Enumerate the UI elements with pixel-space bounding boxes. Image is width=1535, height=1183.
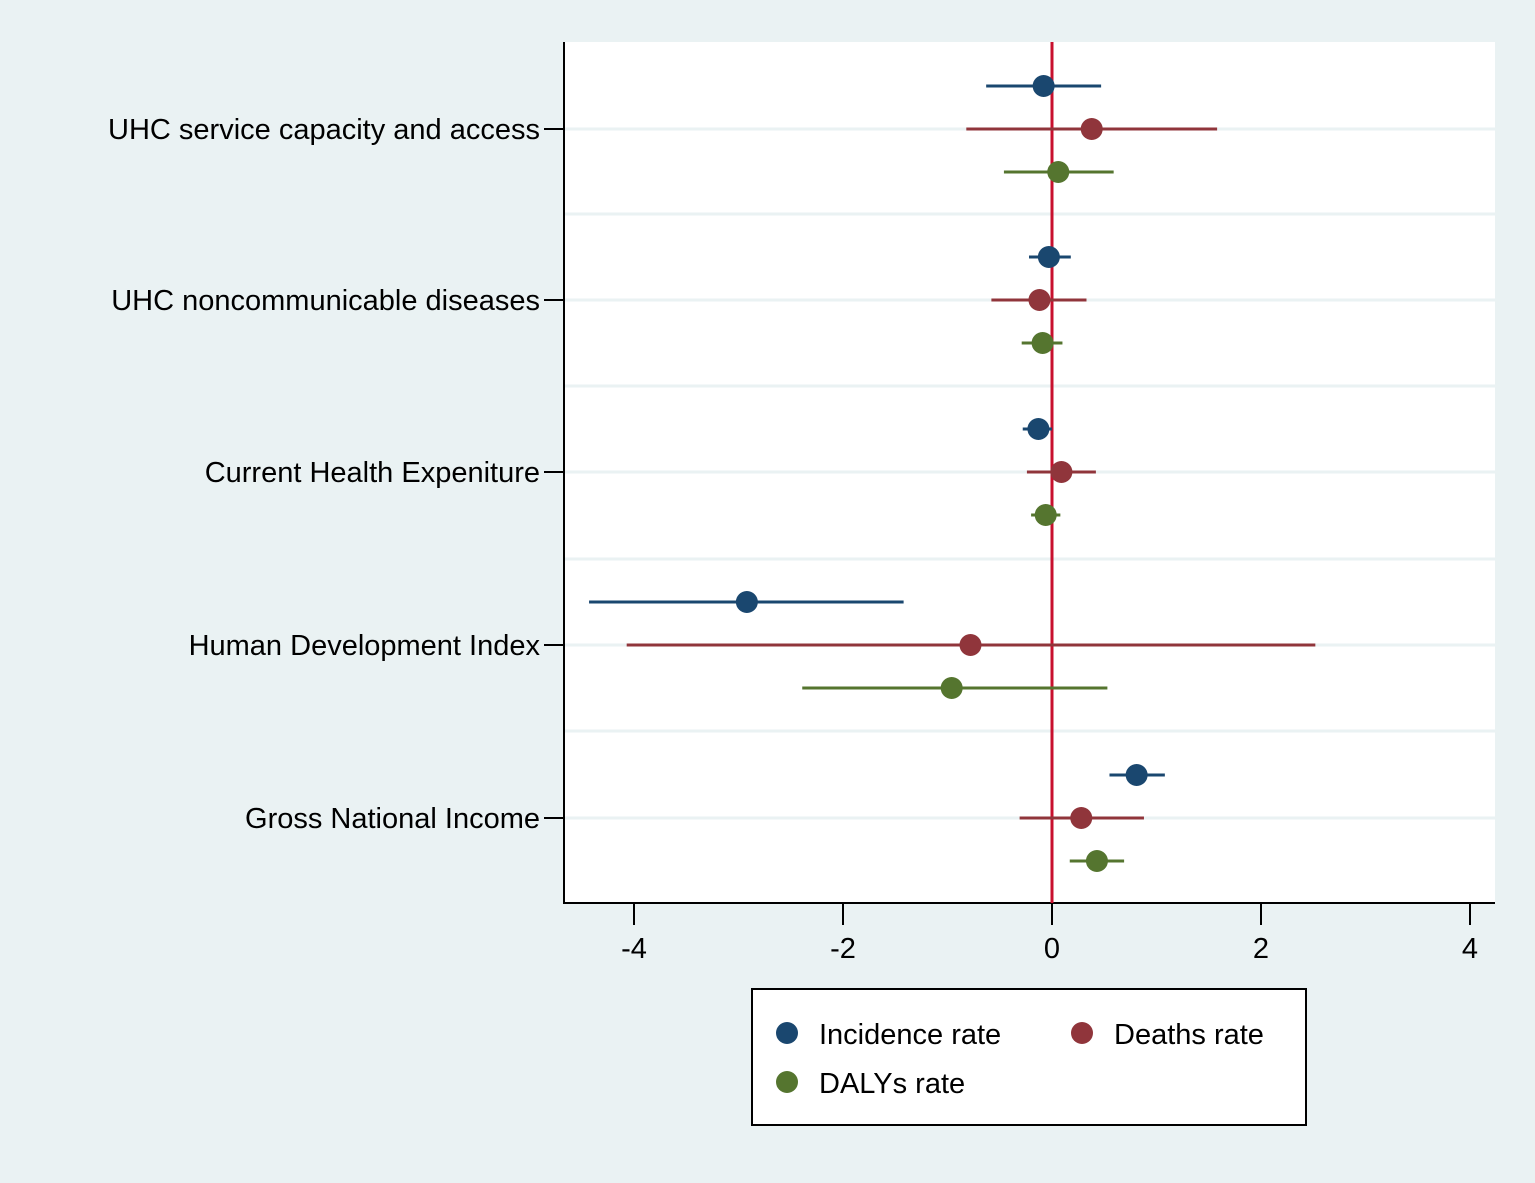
legend-marker-2: [776, 1071, 798, 1093]
group-separators: [564, 212, 1495, 733]
y-tick-label: Current Health Expeniture: [205, 457, 540, 489]
point-estimate-2-3: [940, 677, 963, 699]
legend-marker-0: [776, 1022, 798, 1044]
legend-label-0: Incidence rate: [819, 1019, 1001, 1051]
point-estimate-0-2: [1027, 418, 1050, 440]
point-estimate-0-3: [735, 591, 758, 613]
y-tick-label: UHC service capacity and access: [108, 114, 540, 146]
legend-label-2: DALYs rate: [819, 1068, 965, 1100]
point-estimate-1-1: [1028, 289, 1051, 311]
x-tick-label: 4: [1462, 933, 1478, 965]
point-estimate-2-0: [1047, 161, 1070, 183]
x-tick-label: -2: [830, 933, 856, 965]
point-estimate-1-0: [1080, 118, 1103, 140]
y-tick-label: Gross National Income: [245, 803, 540, 835]
legend: Incidence rate Deaths rate DALYs rate: [751, 988, 1307, 1126]
y-tick-label: Human Development Index: [189, 630, 541, 662]
legend-marker-1: [1071, 1022, 1093, 1044]
point-estimate-1-3: [959, 634, 982, 656]
point-estimate-2-1: [1031, 332, 1054, 354]
point-estimate-1-2: [1050, 461, 1073, 483]
point-estimate-0-1: [1037, 246, 1060, 268]
point-estimate-2-2: [1034, 504, 1057, 526]
point-estimate-0-0: [1032, 75, 1055, 97]
legend-label-1: Deaths rate: [1114, 1019, 1264, 1051]
point-estimates: [735, 75, 1148, 872]
point-estimate-2-4: [1085, 850, 1108, 872]
x-tick-label: -4: [621, 933, 647, 965]
axes: UHC service capacity and access UHC nonco…: [108, 42, 1495, 965]
point-estimate-0-4: [1125, 764, 1148, 786]
x-tick-label: 0: [1044, 933, 1060, 965]
legend-box: [751, 988, 1307, 1126]
point-estimate-1-4: [1070, 807, 1093, 829]
x-tick-label: 2: [1253, 933, 1269, 965]
y-tick-label: UHC noncommunicable diseases: [111, 285, 540, 317]
